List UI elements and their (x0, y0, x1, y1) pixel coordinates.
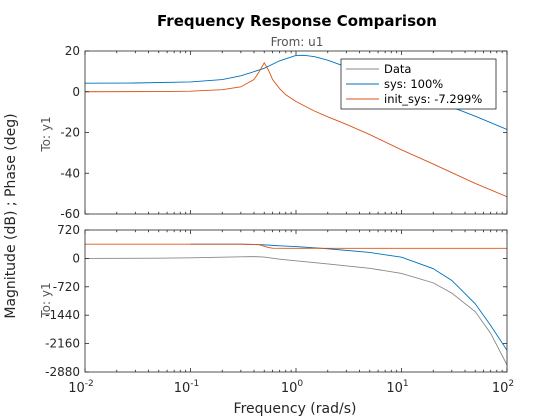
phase-ytick-label: 0 (72, 251, 80, 265)
phase-series-2 (85, 243, 507, 249)
x-tick-base: 10 (281, 381, 298, 396)
legend-label: init_sys: -7.299% (384, 92, 482, 106)
magnitude-series-1 (85, 61, 507, 198)
x-tick-label: 10-1 (174, 379, 200, 396)
magnitude-ytick-label: 20 (65, 44, 80, 58)
x-tick-exponent: 1 (403, 379, 409, 389)
phase-ytick-label: -2880 (45, 365, 80, 379)
x-tick-label: 100 (281, 379, 304, 396)
x-tick-label: 10-2 (68, 379, 94, 396)
x-tick-exponent: 0 (297, 379, 303, 389)
magnitude-ytick-label: -20 (60, 126, 80, 140)
phase-row-label: To: y1 (39, 282, 53, 318)
legend-label: sys: 100% (384, 77, 443, 91)
phase-series-0 (85, 256, 507, 366)
magnitude-ytick-label: -40 (60, 166, 80, 180)
x-tick-base: 10 (492, 381, 509, 396)
phase-axes-frame (84, 229, 508, 373)
chart-title: Frequency Response Comparison (157, 12, 437, 30)
x-tick-label: 102 (492, 379, 514, 396)
x-tick-label: 101 (386, 379, 408, 396)
chart-subtitle: From: u1 (271, 35, 324, 49)
x-tick-exponent: -1 (190, 379, 199, 389)
x-tick-base: 10 (174, 381, 191, 396)
legend-label: Data (384, 62, 411, 76)
x-tick-base: 10 (386, 381, 403, 396)
phase-ytick-label: -720 (53, 280, 80, 294)
x-tick-exponent: 2 (508, 379, 514, 389)
phase-ytick-label: -1440 (45, 308, 80, 322)
x-axis-label: Frequency (rad/s) (234, 401, 357, 417)
x-tick-base: 10 (68, 381, 85, 396)
magnitude-ytick-label: -60 (60, 207, 80, 221)
x-tick-exponent: -2 (85, 379, 94, 389)
phase-ytick-label: -2160 (45, 337, 80, 351)
phase-series-1 (190, 243, 507, 351)
phase-panel: 720 0 -720 -1440 -2160 -2880 (45, 223, 508, 379)
phase-ytick-label: 720 (57, 223, 80, 237)
magnitude-panel: 20 0 -20 -40 -60 (60, 44, 508, 221)
magnitude-row-label: To: y1 (39, 116, 53, 152)
magnitude-ytick-label: 0 (72, 85, 80, 99)
y-axis-label: Magnitude (dB) ; Phase (deg) (3, 113, 19, 318)
